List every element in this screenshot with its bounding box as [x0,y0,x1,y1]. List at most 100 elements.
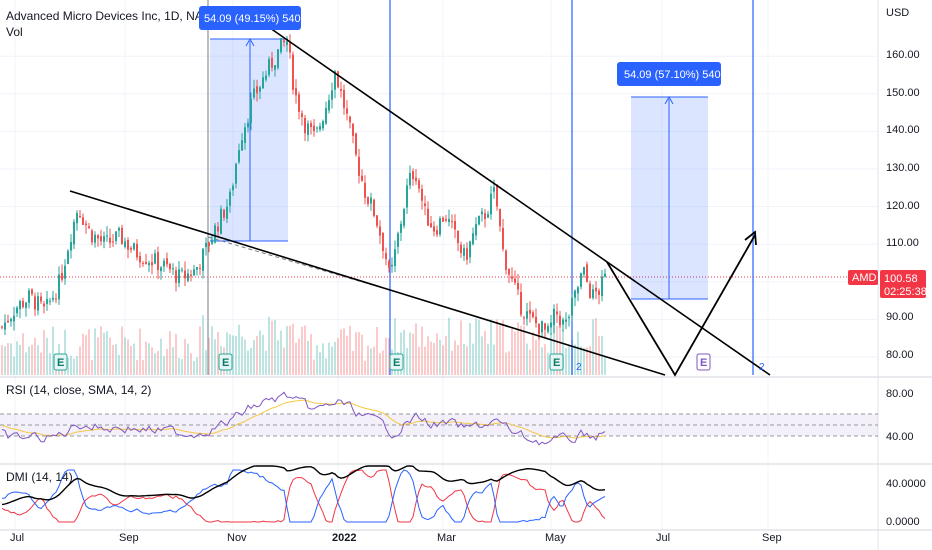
volume-bar [583,347,585,375]
candle-body [433,226,435,232]
candle-body [88,226,90,229]
volume-bar [418,346,420,375]
candle-body [274,65,276,70]
volume-bar [439,339,441,375]
candle-body [547,326,549,332]
candle-body [361,175,363,181]
candle-body [568,317,570,319]
volume-bar [556,325,558,375]
candle-body [328,100,330,111]
time-label: Nov [227,532,247,544]
volume-bar [589,346,591,375]
candle-body [481,211,483,215]
candle-body [346,108,348,114]
candle-body [442,217,444,222]
volume-bar [514,331,516,375]
candle-body [235,163,237,184]
candle-body [175,270,177,283]
candle-body [304,117,306,134]
candle-body [166,258,168,265]
candle-body [193,269,195,276]
volume-bar [502,320,504,375]
candle-body [16,307,18,314]
candle-body [34,296,36,310]
volume-bar [289,325,291,375]
candle-body [334,71,336,90]
volume-bar [598,336,600,375]
candle-body [127,240,129,250]
candle-body [46,299,48,304]
candle-body [499,208,501,227]
volume-bar [244,339,246,375]
candle-body [322,121,324,129]
time-label: Jul [10,532,24,544]
volume-bar [52,326,54,375]
volume-bar [133,343,135,375]
candle-body [355,133,357,155]
volume-bar [109,337,111,375]
volume-bar [28,346,30,375]
candle-body [430,223,432,228]
candle-body [388,261,390,268]
candle-body [94,234,96,243]
volume-bar [532,332,534,375]
candle-body [493,187,495,192]
candle-body [100,236,102,242]
volume-bar [235,335,237,375]
candle-body [448,218,450,222]
volume-bar [478,319,480,375]
candle-body [25,302,27,308]
candle-body [205,242,207,248]
symbol-tag-text: AMD [852,272,877,284]
candle-body [19,301,21,309]
candle-body [151,262,153,266]
candle-body [373,199,375,216]
earnings-marker[interactable]: E [53,353,68,371]
candle-body [64,265,66,279]
volume-bar [454,340,456,375]
volume-bar [7,343,9,375]
volume-bar [211,326,213,375]
earnings-marker[interactable]: E [549,353,564,371]
volume-bar [496,319,498,375]
earnings-marker-upcoming[interactable]: E [696,353,711,371]
volume-bar [469,323,471,375]
volume-bar [562,329,564,375]
candle-body [556,311,558,315]
candle-body [523,317,525,319]
rsi-tick-40: 40.00 [886,431,914,443]
candle-body [49,300,51,302]
volume-bar [604,357,606,375]
volume-bar [292,323,294,375]
volume-bar [361,334,363,375]
volume-bar [217,331,219,375]
candle-body [496,184,498,207]
volume-bar [382,350,384,375]
volume-bar [505,352,507,375]
volume-bar [82,333,84,375]
price-tag-countdown: 02:25:38 [884,286,927,298]
candle-body [148,262,150,266]
volume-bar [451,350,453,375]
candle-body [529,309,531,314]
candle-body [313,125,315,132]
volume-bar [448,317,450,375]
volume-bar [541,347,543,375]
candle-body [343,89,345,108]
candle-body [220,208,222,234]
candle-body [253,88,255,98]
candle-body [595,287,597,292]
svg-text:E: E [57,357,64,369]
candle-body [1,326,3,328]
dmi-label: DMI (14, 14) [6,470,73,484]
volume-bar [127,339,129,375]
earnings-marker[interactable]: E [389,353,404,371]
earnings-marker[interactable]: E [218,353,233,371]
candle-body [226,206,228,219]
candle-body [199,268,201,270]
volume-bar [358,332,360,375]
candle-body [367,197,369,204]
candle-body [391,264,393,267]
